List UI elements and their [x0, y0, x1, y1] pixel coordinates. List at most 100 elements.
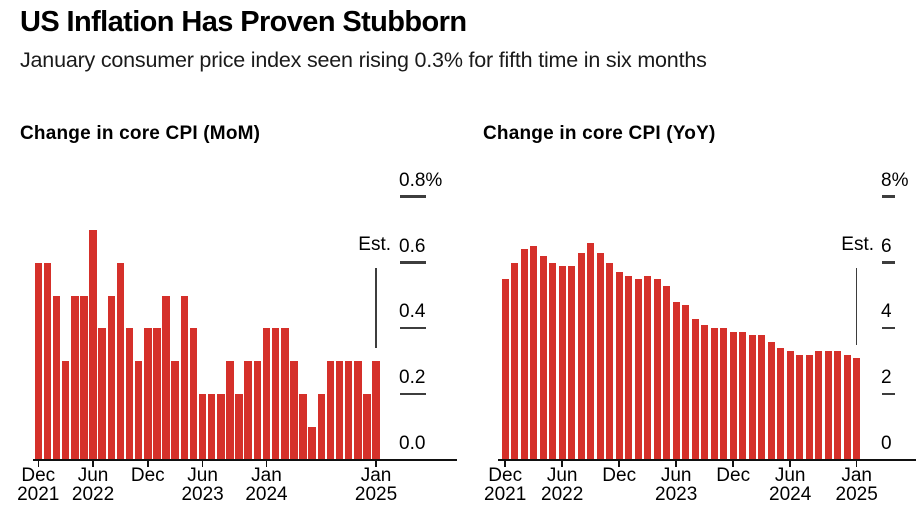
- bar-jun-2023: [672, 302, 680, 460]
- bar-mar-2022: [61, 361, 70, 460]
- bar-dec-2022: [144, 328, 152, 460]
- x-axis-label-month: Jun: [546, 465, 578, 486]
- yoy-estimate-label: Est.: [841, 234, 874, 255]
- bar-aug-2024: [805, 354, 813, 460]
- x-axis-tick: [147, 461, 149, 467]
- bar-jan-2025: [372, 361, 380, 460]
- y-axis-label: 0: [881, 433, 892, 454]
- bar-nov-2024: [354, 361, 362, 460]
- bar-jul-2024: [796, 354, 804, 460]
- x-axis-label-month: Dec: [716, 465, 751, 486]
- x-axis-tick: [789, 461, 791, 467]
- estimate-marker-line: [855, 268, 858, 345]
- bar-jul-2022: [568, 265, 576, 460]
- bar-dec-2022: [615, 272, 623, 460]
- bar-dec-2024: [363, 394, 371, 460]
- y-axis-tick: [400, 195, 426, 198]
- bar-sep-2023: [226, 361, 234, 460]
- bar-jan-2024: [739, 331, 747, 460]
- bar-sep-2022: [116, 262, 125, 460]
- bar-oct-2023: [235, 394, 243, 460]
- x-axis-tick: [504, 461, 506, 467]
- bar-dec-2021: [501, 279, 509, 460]
- bar-jan-2024: [262, 328, 271, 460]
- bar-apr-2023: [653, 279, 661, 460]
- bar-mar-2024: [758, 334, 766, 460]
- x-axis-label-year: 2021: [17, 484, 60, 505]
- mom-estimate-label: Est.: [358, 234, 391, 255]
- x-axis-label-month: Dec: [602, 465, 637, 486]
- bar-nov-2023: [720, 328, 728, 460]
- bar-jan-2022: [43, 262, 52, 460]
- y-axis-label: 0.6: [399, 235, 426, 257]
- x-axis-label-year: 2024: [245, 484, 288, 505]
- bar-jan-2023: [153, 328, 161, 460]
- bar-jun-2023: [198, 394, 207, 460]
- bar-aug-2022: [577, 252, 585, 460]
- x-axis-label-year: 2025: [354, 484, 398, 505]
- bar-nov-2022: [134, 361, 143, 460]
- bar-dec-2023: [253, 361, 262, 460]
- y-axis-tick: [400, 261, 426, 264]
- x-axis-label-year: 2022: [541, 484, 584, 505]
- y-axis-label: 0.2: [399, 367, 426, 389]
- x-axis-label-month: Jun: [77, 465, 109, 486]
- x-axis-label-year: 2025: [835, 484, 878, 505]
- x-axis-label-month: Jun: [774, 465, 806, 486]
- y-axis-tick: [882, 261, 895, 264]
- bar-may-2024: [777, 348, 785, 460]
- bar-feb-2023: [162, 295, 170, 460]
- bar-oct-2022: [125, 328, 134, 460]
- bar-feb-2024: [271, 328, 280, 460]
- bar-jul-2023: [682, 305, 690, 460]
- x-axis-label-month: Dec: [488, 465, 523, 486]
- bar-dec-2024: [843, 354, 851, 460]
- y-axis-label: 0.0: [399, 433, 426, 454]
- x-axis-line: [498, 459, 916, 461]
- bar-aug-2023: [217, 394, 225, 460]
- x-axis-tick: [92, 461, 94, 467]
- bar-mar-2024: [281, 328, 289, 460]
- bar-feb-2024: [748, 334, 756, 460]
- x-axis-line: [33, 459, 457, 461]
- bar-mar-2023: [644, 275, 652, 460]
- x-axis-tick: [561, 461, 563, 467]
- x-axis-tick: [37, 461, 39, 467]
- bar-jun-2024: [308, 427, 316, 460]
- bar-sep-2022: [587, 242, 595, 460]
- bar-may-2024: [299, 394, 307, 460]
- bar-jun-2022: [89, 229, 97, 460]
- bar-dec-2021: [34, 262, 42, 460]
- bar-jan-2023: [625, 275, 633, 460]
- bar-jun-2022: [558, 265, 566, 460]
- x-axis-tick: [855, 461, 858, 467]
- bar-oct-2024: [344, 361, 353, 460]
- y-axis-tick: [882, 392, 895, 396]
- x-axis-tick: [201, 461, 204, 467]
- x-axis-label-month: Dec: [130, 465, 165, 486]
- bar-oct-2023: [710, 328, 718, 460]
- bar-may-2022: [549, 262, 557, 460]
- y-axis-label: 6: [881, 235, 892, 257]
- x-axis-label-year: 2023: [655, 484, 698, 505]
- y-axis-tick: [882, 195, 895, 198]
- bar-jun-2024: [786, 351, 794, 460]
- x-axis-label-year: 2023: [181, 484, 224, 505]
- bar-apr-2024: [290, 361, 298, 460]
- bar-feb-2022: [520, 249, 528, 460]
- bar-apr-2023: [180, 295, 189, 460]
- bar-jul-2023: [207, 394, 216, 460]
- bar-dec-2023: [729, 331, 737, 460]
- mom-chart-title: Change in core CPI (MoM): [20, 123, 261, 144]
- bar-jan-2022: [511, 262, 519, 460]
- bar-mar-2023: [171, 361, 179, 460]
- y-axis-label: 0.8%: [399, 169, 443, 191]
- bar-may-2023: [663, 285, 671, 460]
- x-axis-label-month: Jun: [660, 465, 692, 486]
- y-axis-tick: [882, 326, 895, 330]
- estimate-marker-line: [375, 268, 377, 349]
- x-axis-label-month: Jan: [841, 465, 872, 486]
